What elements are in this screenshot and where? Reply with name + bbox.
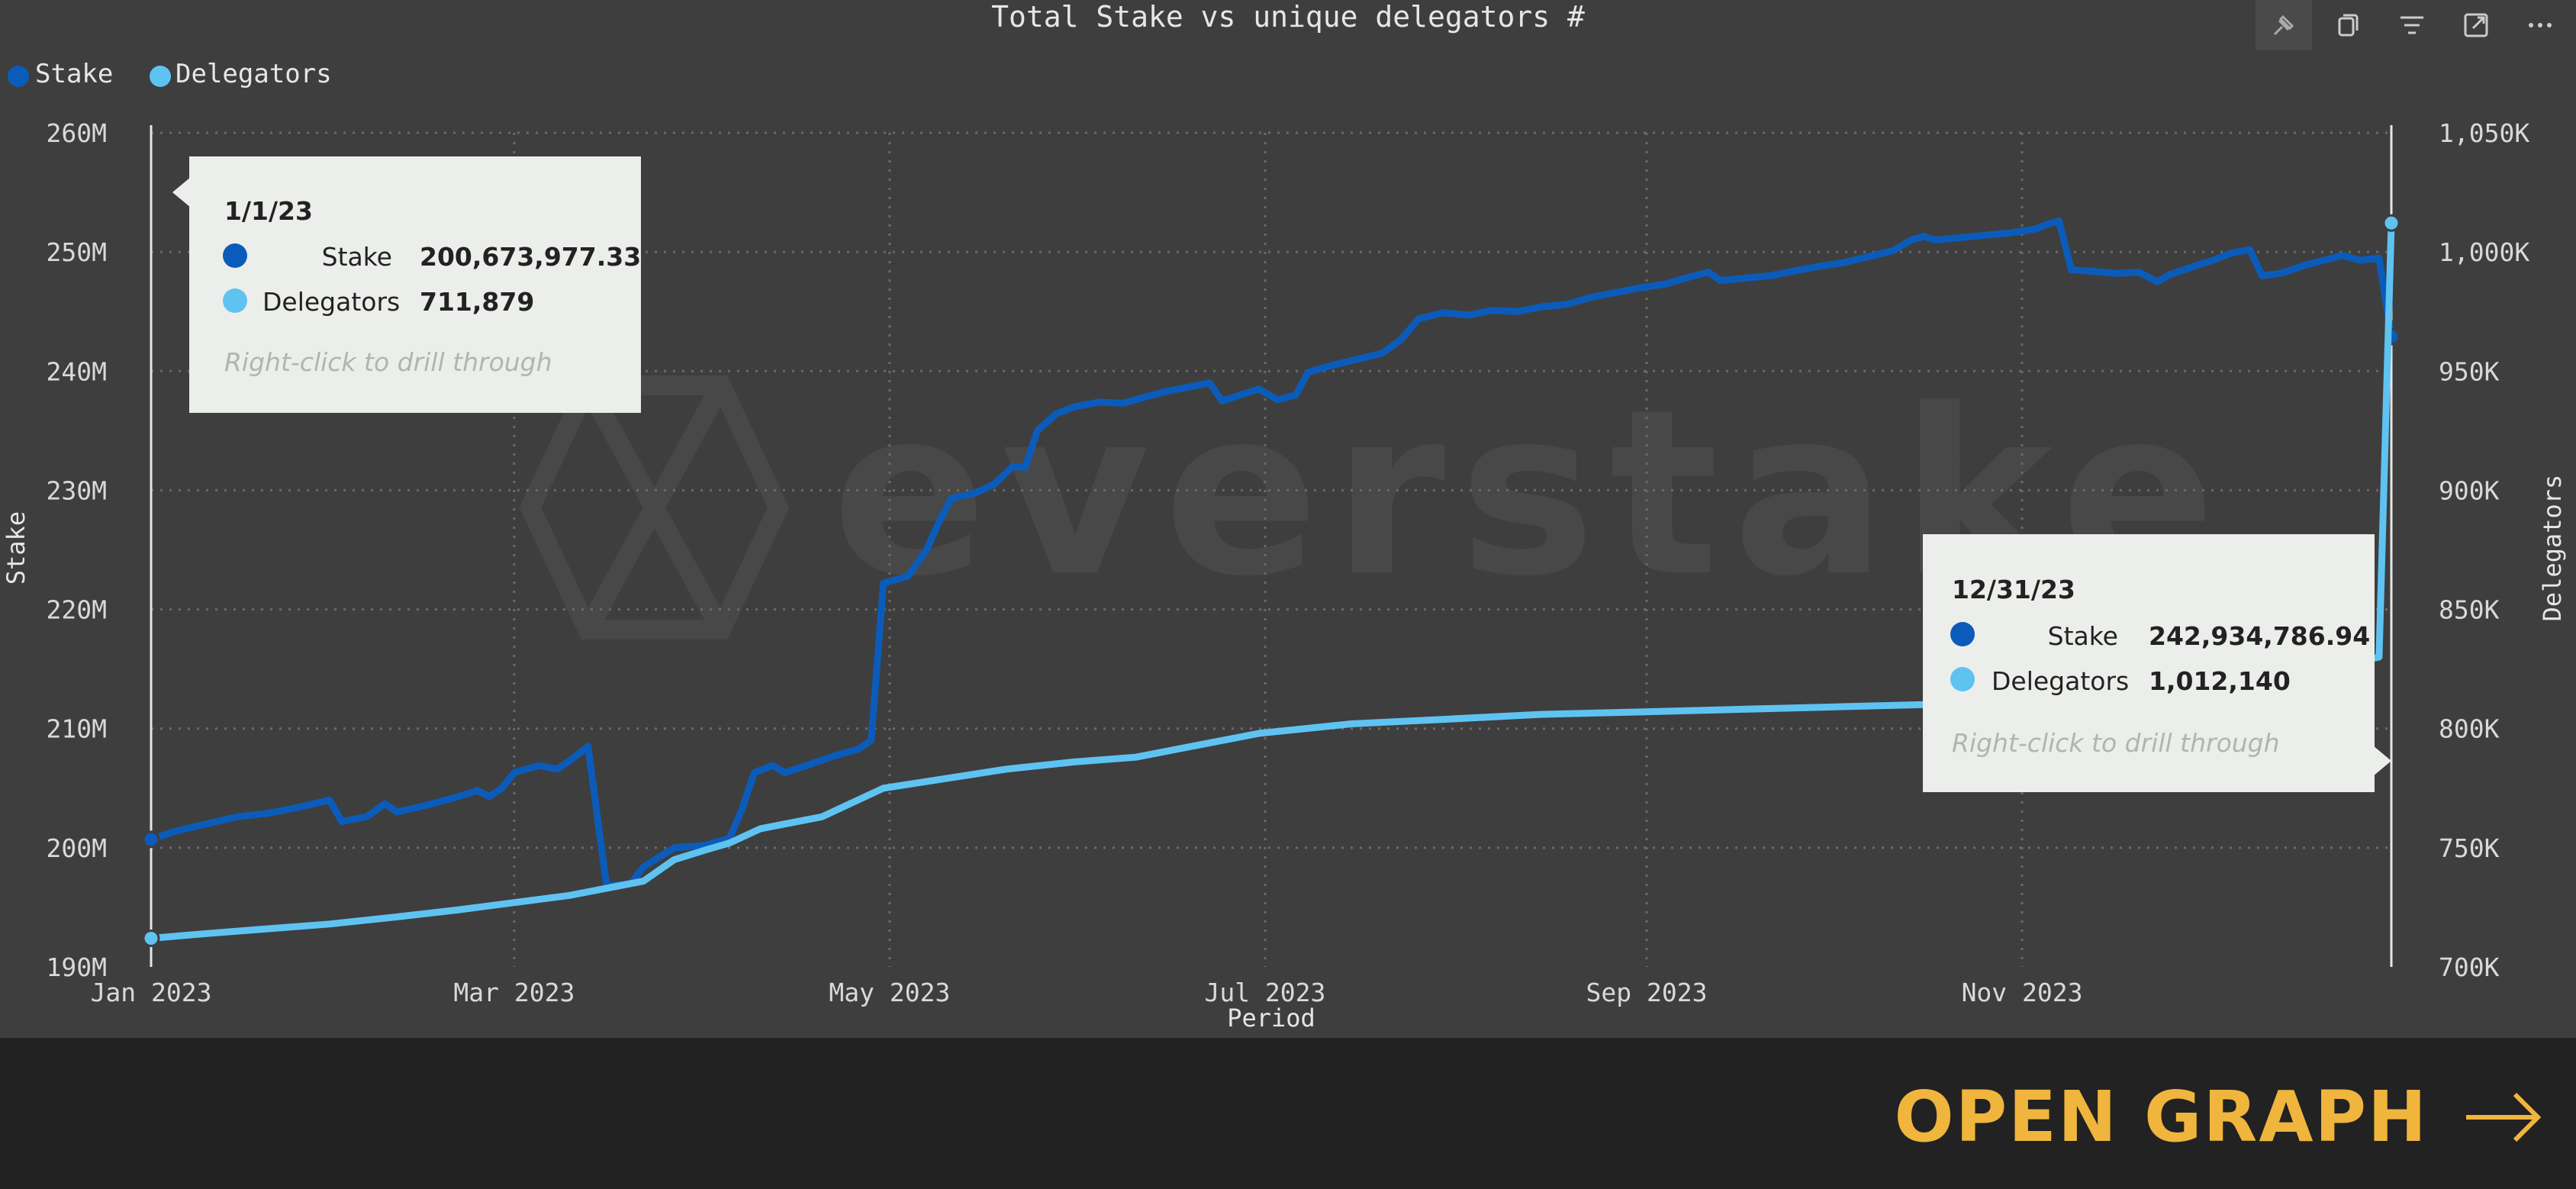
x-tick-label: Mar 2023 — [453, 978, 575, 1007]
open-graph-link[interactable]: OPEN GRAPH — [1895, 1076, 2546, 1158]
y2-axis-label: Delegators — [2538, 475, 2567, 622]
delegators-end-point[interactable] — [2382, 214, 2401, 232]
filter-button[interactable] — [2384, 0, 2440, 50]
more-options-button[interactable] — [2512, 0, 2568, 50]
legend-delegators-dot — [150, 66, 171, 87]
tooltip-stake-label: Stake — [2047, 621, 2118, 651]
y-tick-label: 250M — [47, 237, 107, 267]
more-options-icon — [2529, 23, 2552, 27]
y-tick-label: 240M — [47, 356, 107, 386]
y2-tick-label: 850K — [2439, 595, 2500, 625]
tooltip-delegators-dot — [223, 288, 247, 313]
copy-button[interactable] — [2320, 0, 2376, 50]
y2-tick-label: 700K — [2439, 952, 2500, 982]
pin-button[interactable] — [2256, 0, 2312, 50]
tooltip-stake-dot — [1950, 622, 1975, 646]
tooltip-delegators-value: 711,879 — [420, 287, 535, 317]
y2-tick-label: 750K — [2439, 833, 2500, 863]
tooltip-date: 12/31/23 — [1952, 575, 2075, 604]
tooltip-pointer — [2373, 746, 2391, 776]
footer-bar: OPEN GRAPH — [0, 1038, 2576, 1189]
tooltip-start: 1/1/23 Stake 200,673,977.33 Delegators 7… — [172, 156, 642, 413]
chart-title: Total Stake vs unique delegators # — [991, 0, 1585, 34]
y2-tick-label: 800K — [2439, 714, 2500, 744]
copy-icon — [2338, 14, 2359, 37]
x-tick-label: Nov 2023 — [1962, 978, 2083, 1007]
x-tick-label: Sep 2023 — [1586, 978, 1708, 1007]
y-tick-label: 210M — [47, 714, 107, 744]
tooltip-delegators-label: Delegators — [262, 287, 401, 317]
y-tick-label: 230M — [47, 475, 107, 505]
x-tick-label: Jan 2023 — [91, 978, 212, 1007]
filter-icon — [2401, 16, 2423, 34]
watermark-logo-icon — [519, 375, 790, 640]
tooltip-date: 1/1/23 — [224, 196, 313, 226]
focus-mode-icon — [2464, 13, 2488, 37]
stake-series-line[interactable] — [147, 218, 2395, 890]
legend-stake-label[interactable]: Stake — [35, 59, 113, 89]
arrow-right-icon — [2466, 1092, 2542, 1142]
delegators-start-point[interactable] — [142, 930, 160, 948]
tooltip-delegators-dot — [1950, 667, 1975, 691]
tooltip-stake-value: 242,934,786.94 — [2149, 621, 2371, 651]
y2-tick-label: 1,050K — [2439, 118, 2529, 148]
legend-delegators-label[interactable]: Delegators — [175, 59, 332, 89]
tooltip-drill-hint: Right-click to drill through — [1952, 728, 2280, 758]
x-tick-label: May 2023 — [829, 978, 950, 1007]
tooltip-delegators-value: 1,012,140 — [2149, 666, 2291, 696]
legend-stake-dot — [8, 66, 29, 87]
y-tick-label: 260M — [47, 118, 107, 148]
tooltip-delegators-label: Delegators — [1992, 666, 2130, 696]
stake-start-point[interactable] — [142, 830, 160, 849]
tooltip-stake-value: 200,673,977.33 — [420, 242, 642, 272]
chart-canvas: Total Stake vs unique delegators # Stake… — [2, 0, 2567, 1033]
chart-legend: Stake Delegators — [8, 59, 332, 89]
pin-icon — [2273, 14, 2294, 36]
open-graph-label: OPEN GRAPH — [1894, 1076, 2428, 1158]
y-tick-label: 200M — [47, 833, 107, 863]
y2-tick-label: 950K — [2439, 356, 2500, 386]
y2-tick-label: 1,000K — [2439, 237, 2529, 267]
x-tick-label: Jul 2023 — [1204, 978, 1325, 1007]
axes: 190M 200M 210M 220M 230M 240M 250M 260M 700K 750K… — [47, 118, 2530, 1007]
tooltip-end: 12/31/23 Stake 242,934,786.94 Delegators… — [1923, 534, 2391, 792]
focus-mode-button[interactable] — [2448, 0, 2504, 50]
y-tick-label: 220M — [47, 595, 107, 625]
y-axis-label: Stake — [2, 511, 31, 585]
tooltip-pointer — [172, 177, 191, 208]
y-tick-label: 190M — [47, 952, 107, 982]
x-axis-label: Period — [1227, 1004, 1315, 1033]
visual-toolbar — [2256, 0, 2576, 50]
tooltip-stake-dot — [223, 243, 247, 268]
tooltip-stake-label: Stake — [321, 242, 392, 272]
y2-tick-label: 900K — [2439, 475, 2500, 505]
tooltip-drill-hint: Right-click to drill through — [224, 347, 552, 377]
